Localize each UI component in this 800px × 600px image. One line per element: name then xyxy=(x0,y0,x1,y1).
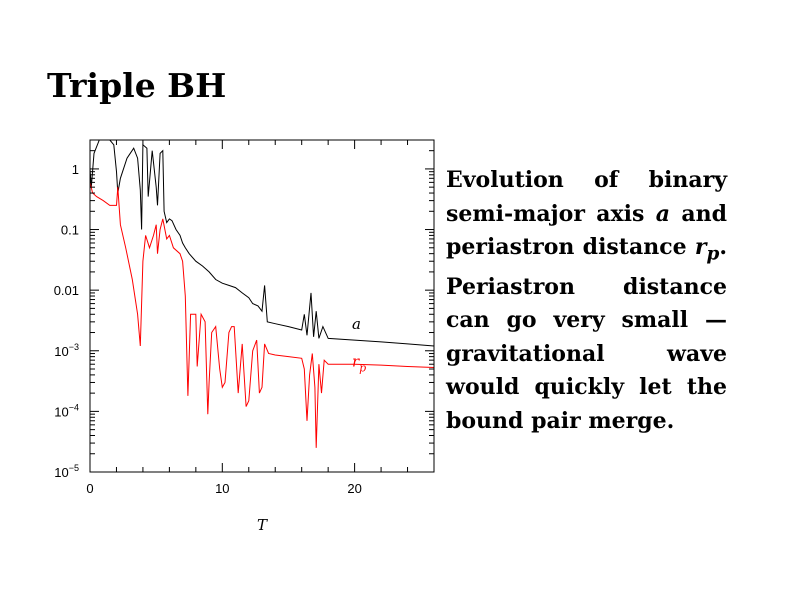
desc-symbol-a: a xyxy=(655,200,671,227)
y-tick-label: 10−5 xyxy=(54,463,79,480)
desc-part-1: Evolution of binary semi-major axis xyxy=(446,167,727,227)
x-tick-labels: 0 10 20 xyxy=(86,481,361,496)
desc-part-3: . Periastron distance can go very small … xyxy=(446,234,727,434)
x-axis-label: T xyxy=(257,516,268,534)
series-label-a: a xyxy=(352,315,361,333)
series-line-a xyxy=(89,139,435,347)
series-labels: a rp xyxy=(352,315,366,375)
slide-description: Evolution of binary semi-major axis a an… xyxy=(446,164,727,438)
desc-symbol-sub-p: p xyxy=(706,243,720,265)
desc-symbol-r: r xyxy=(694,234,707,260)
x-tick-label: 0 xyxy=(86,481,93,496)
axis-ticks xyxy=(89,139,435,473)
x-tick-label: 10 xyxy=(215,481,229,496)
y-tick-label: 0.1 xyxy=(61,223,79,238)
y-tick-labels: 10−5 10−4 10−3 0.01 0.1 1 xyxy=(54,162,79,480)
chart-curves xyxy=(89,139,435,448)
x-tick-label: 20 xyxy=(347,481,361,496)
series-label-rp: rp xyxy=(352,353,366,375)
y-tick-label: 10−3 xyxy=(54,342,79,359)
y-tick-label: 10−4 xyxy=(54,402,79,419)
slide-title: Triple BH xyxy=(47,66,227,105)
y-tick-label: 1 xyxy=(72,162,79,177)
y-tick-label: 0.01 xyxy=(54,283,79,298)
desc-part-2: and periastron distance xyxy=(446,200,728,261)
plot-frame xyxy=(89,139,435,473)
series-line-rp xyxy=(89,182,435,448)
